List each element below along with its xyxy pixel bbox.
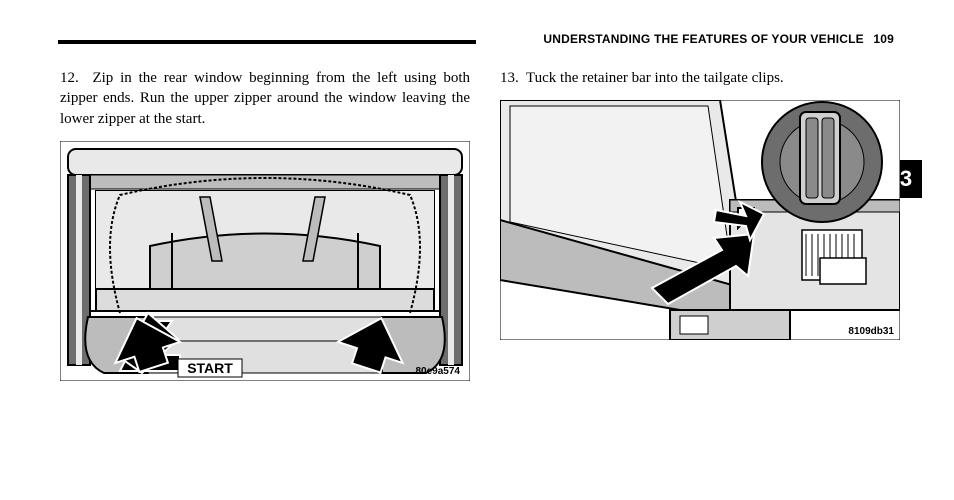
header-rule-left: [58, 40, 476, 44]
section-header: UNDERSTANDING THE FEATURES OF YOUR VEHIC…: [543, 32, 894, 46]
step-13-number: 13.: [500, 70, 519, 86]
figure-left: START 80e9a574: [60, 141, 470, 381]
step-12-number: 12.: [60, 70, 79, 86]
figure-code-left: 80e9a574: [416, 366, 461, 377]
step-12-body: Zip in the rear window beginning from th…: [60, 70, 470, 127]
header-title-text: UNDERSTANDING THE FEATURES OF YOUR VEHIC…: [543, 32, 863, 46]
page-number: 109: [873, 32, 894, 46]
step-12-text: 12. Zip in the rear window beginning fro…: [60, 68, 470, 129]
right-column: 13. Tuck the retainer bar into the tailg…: [500, 68, 900, 340]
start-label: START: [187, 360, 233, 376]
figure-code-right: 8109db31: [848, 326, 894, 337]
page-root: UNDERSTANDING THE FEATURES OF YOUR VEHIC…: [0, 0, 954, 500]
step-13-text: 13. Tuck the retainer bar into the tailg…: [500, 68, 900, 88]
left-column: 12. Zip in the rear window beginning fro…: [60, 68, 470, 381]
figure-right: 8109db31: [500, 100, 900, 340]
tire-carrier: [800, 112, 840, 204]
step-13-body: Tuck the retainer bar into the tailgate …: [526, 70, 784, 86]
tailgate-plate: [820, 258, 866, 284]
